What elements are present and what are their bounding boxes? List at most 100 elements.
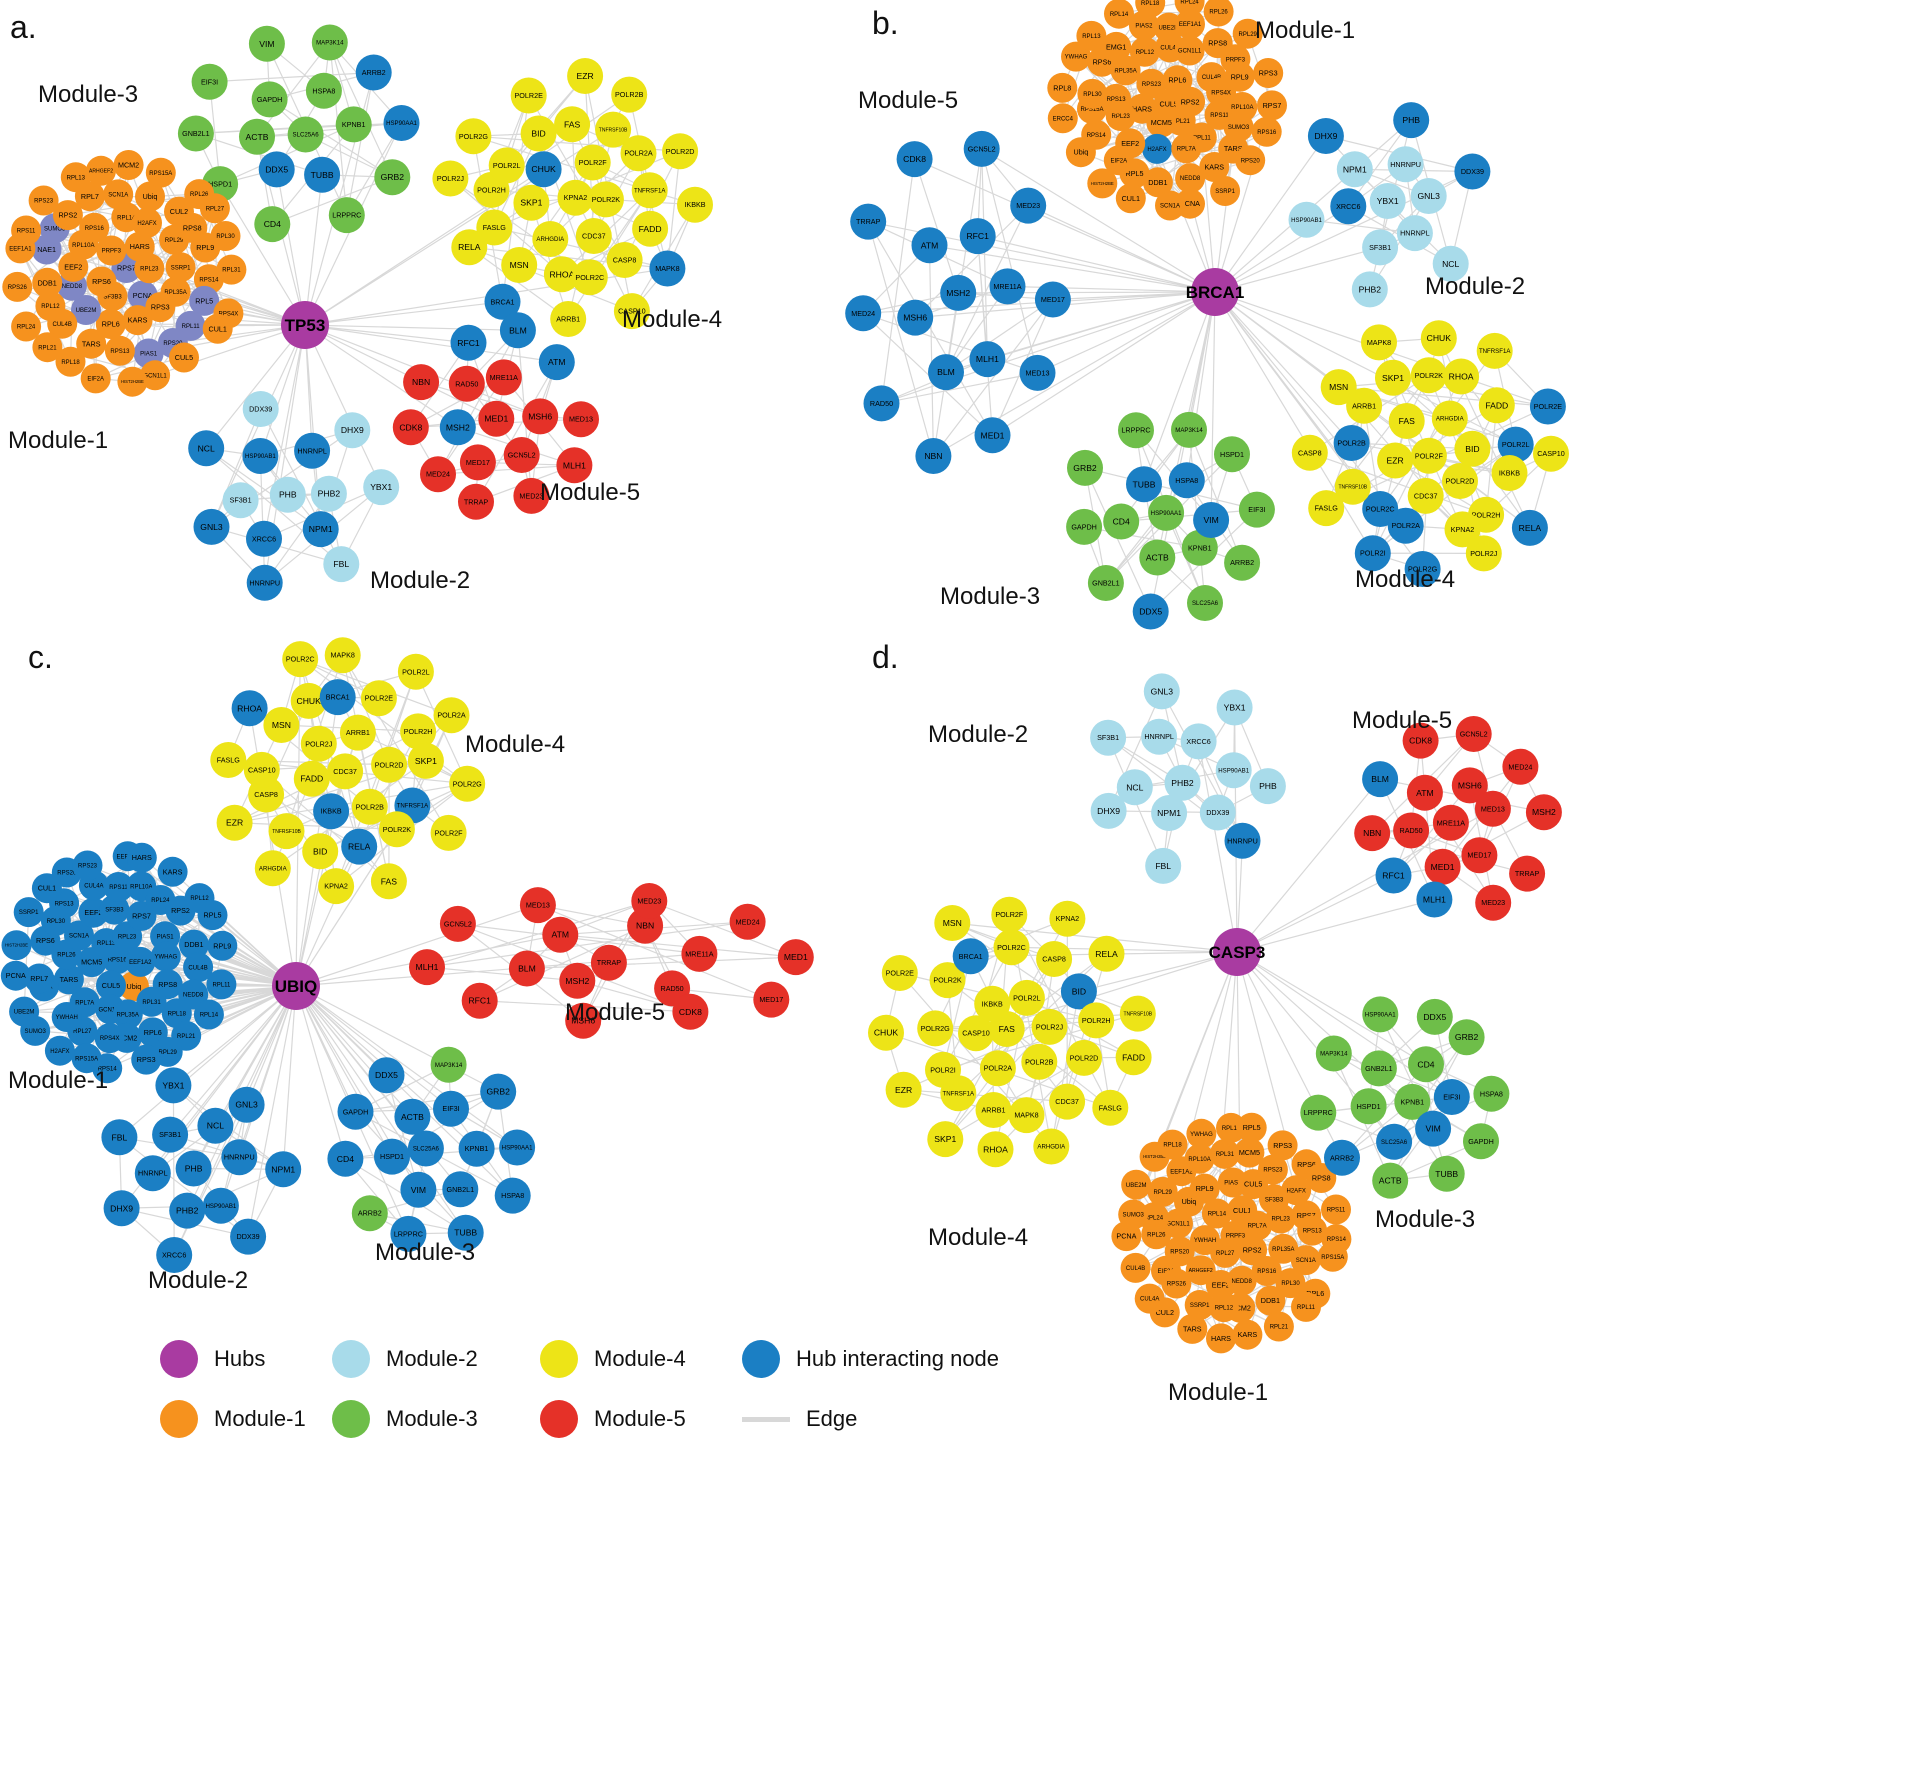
node-circle[interactable] <box>72 850 103 881</box>
node-circle[interactable] <box>71 1043 102 1074</box>
node-IKBKB[interactable]: IKBKB <box>677 186 713 223</box>
node-KPNA2[interactable]: KPNA2 <box>1444 511 1481 548</box>
node-RPL7[interactable]: RPL7 <box>24 963 55 994</box>
node-PHB[interactable]: PHB <box>269 476 306 513</box>
node-RHOA[interactable]: RHOA <box>1443 358 1480 395</box>
node-RPL30[interactable]: RPL30 <box>1275 1268 1306 1299</box>
node-SSRP1[interactable]: SSRP1 <box>165 252 196 283</box>
node-MED24[interactable]: MED24 <box>1502 748 1539 785</box>
node-FADD[interactable]: FADD <box>293 760 330 797</box>
node-circle[interactable] <box>606 242 643 278</box>
node-circle[interactable] <box>305 72 342 109</box>
node-circle[interactable] <box>1126 466 1162 503</box>
node-circle[interactable] <box>977 1131 1014 1168</box>
node-RPL21[interactable]: RPL21 <box>32 332 63 363</box>
node-POLR2B[interactable]: POLR2B <box>1333 425 1370 461</box>
node-POLR2K[interactable]: POLR2K <box>1410 357 1447 394</box>
node-circle[interactable] <box>1297 1215 1328 1246</box>
node-circle[interactable] <box>868 1014 904 1051</box>
node-circle[interactable] <box>1281 1175 1312 1206</box>
node-circle[interactable] <box>1300 1094 1337 1131</box>
node-circle[interactable] <box>1224 544 1261 581</box>
node-SF3B1[interactable]: SF3B1 <box>1090 719 1127 756</box>
node-circle[interactable] <box>1362 761 1399 798</box>
node-FAS[interactable]: FAS <box>554 106 591 143</box>
node-HIST2H2BE[interactable]: HIST2H2BE <box>117 366 148 397</box>
node-circle[interactable] <box>1369 183 1406 219</box>
node-CHUK[interactable]: CHUK <box>525 151 562 188</box>
node-GCN5L2[interactable]: GCN5L2 <box>1455 716 1492 752</box>
node-circle[interactable] <box>1 930 32 961</box>
node-MED1[interactable]: MED1 <box>974 417 1011 454</box>
node-KPNB1[interactable]: KPNB1 <box>458 1130 495 1167</box>
node-GNL3[interactable]: GNL3 <box>1410 178 1447 214</box>
node-RPL26[interactable]: RPL26 <box>1203 0 1234 27</box>
node-SF3B1[interactable]: SF3B1 <box>152 1116 189 1153</box>
node-circle[interactable] <box>969 341 1006 378</box>
node-RPS2[interactable]: RPS2 <box>1237 1235 1268 1266</box>
node-circle[interactable] <box>407 1130 444 1167</box>
node-EZR[interactable]: EZR <box>1377 442 1414 479</box>
node-CUL4A[interactable]: CUL4A <box>1134 1283 1165 1314</box>
node-circle[interactable] <box>79 212 110 243</box>
node-SSRP1[interactable]: SSRP1 <box>1210 176 1241 206</box>
node-MAP3K14[interactable]: MAP3K14 <box>311 24 348 61</box>
node-ARHGDIA[interactable]: ARHGDIA <box>254 850 291 887</box>
node-RPL10A[interactable]: RPL10A <box>1184 1143 1215 1174</box>
node-circle[interactable] <box>199 193 230 224</box>
node-MCM5[interactable]: MCM5 <box>1234 1137 1265 1168</box>
node-circle[interactable] <box>1361 324 1397 361</box>
node-RPL11[interactable]: RPL11 <box>206 969 237 1000</box>
node-VIM[interactable]: VIM <box>400 1171 437 1208</box>
hub-circle[interactable] <box>1213 928 1261 976</box>
node-circle[interactable] <box>557 179 594 216</box>
node-TUBB[interactable]: TUBB <box>304 156 341 193</box>
node-CD4[interactable]: CD4 <box>1408 1046 1444 1083</box>
node-HIST2H2BE[interactable]: HIST2H2BE <box>1 930 32 961</box>
node-RFC1[interactable]: RFC1 <box>1375 857 1412 894</box>
node-RPL29[interactable]: RPL29 <box>1147 1176 1178 1207</box>
node-RHOA[interactable]: RHOA <box>977 1131 1014 1168</box>
node-FADD[interactable]: FADD <box>1478 387 1515 424</box>
node-MED24[interactable]: MED24 <box>420 456 456 493</box>
node-circle[interactable] <box>1473 1075 1510 1112</box>
node-circle[interactable] <box>222 482 259 519</box>
node-RPS23[interactable]: RPS23 <box>72 850 103 881</box>
node-SSRP1[interactable]: SSRP1 <box>13 897 44 928</box>
node-RPL7A[interactable]: RPL7A <box>1171 133 1202 164</box>
node-circle[interactable] <box>251 81 288 118</box>
node-circle[interactable] <box>103 1190 140 1227</box>
node-EIF3I[interactable]: EIF3I <box>1238 491 1275 528</box>
node-SKP1[interactable]: SKP1 <box>513 184 550 221</box>
node-MAPK8[interactable]: MAPK8 <box>649 250 686 287</box>
node-circle[interactable] <box>1375 857 1412 894</box>
node-ARRB1[interactable]: ARRB1 <box>550 301 587 337</box>
node-BID[interactable]: BID <box>520 115 557 152</box>
node-RPS6[interactable]: RPS6 <box>86 266 117 297</box>
node-circle[interactable] <box>319 679 356 716</box>
node-RFC1[interactable]: RFC1 <box>461 982 498 1019</box>
node-circle[interactable] <box>1103 145 1134 176</box>
node-circle[interactable] <box>1362 491 1399 527</box>
node-circle[interactable] <box>1407 477 1444 514</box>
node-CUL1[interactable]: CUL1 <box>1115 183 1146 214</box>
node-circle[interactable] <box>1255 1285 1286 1316</box>
node-HSP90AA1[interactable]: HSP90AA1 <box>1362 996 1399 1033</box>
node-RPL5[interactable]: RPL5 <box>189 285 220 316</box>
node-MED23[interactable]: MED23 <box>631 883 668 919</box>
node-circle[interactable] <box>134 253 165 284</box>
node-CDC37[interactable]: CDC37 <box>575 218 612 254</box>
node-circle[interactable] <box>430 814 467 851</box>
node-circle[interactable] <box>246 520 282 557</box>
node-TRRAP[interactable]: TRRAP <box>1509 855 1546 892</box>
node-circle[interactable] <box>178 929 209 960</box>
node-circle[interactable] <box>1186 1118 1217 1149</box>
node-UBE2M[interactable]: UBE2M <box>71 295 101 325</box>
node-circle[interactable] <box>403 364 440 401</box>
node-circle[interactable] <box>339 714 376 751</box>
node-FBL[interactable]: FBL <box>101 1119 138 1156</box>
node-circle[interactable] <box>328 197 365 234</box>
node-POLR2A[interactable]: POLR2A <box>620 135 657 172</box>
node-HSPD1[interactable]: HSPD1 <box>1350 1088 1387 1125</box>
node-circle[interactable] <box>13 897 44 928</box>
